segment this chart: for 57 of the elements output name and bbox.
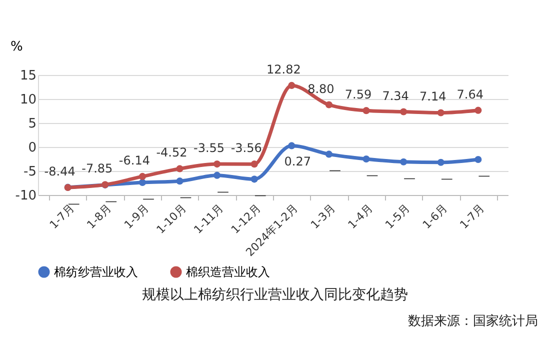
point — [250, 160, 258, 168]
y-tick-label: 0 — [28, 140, 36, 156]
point — [437, 158, 444, 166]
y-tick-label: -10 — [15, 188, 36, 204]
data-label: -6.14 — [118, 153, 150, 168]
data-label: -8.44 — [44, 164, 76, 179]
point — [474, 156, 482, 164]
data-label: — — [440, 171, 453, 186]
y-tick-label: 15 — [20, 68, 36, 84]
point — [288, 142, 296, 150]
point — [437, 109, 444, 116]
point — [474, 106, 482, 114]
x-tick-label: 1-6月 — [420, 202, 450, 232]
data-label: — — [404, 170, 416, 185]
point — [250, 176, 258, 183]
point — [138, 178, 146, 186]
data-label: 7.59 — [344, 88, 372, 102]
data-label: -3.56 — [230, 141, 262, 156]
data-label: 7.14 — [420, 90, 446, 104]
point — [400, 158, 408, 166]
data-label: -7.85 — [82, 162, 113, 176]
data-label: 7.64 — [456, 87, 484, 102]
data-label: 7.34 — [382, 88, 409, 103]
data-label: — — [328, 163, 341, 178]
x-tick-label: 1-5月 — [382, 202, 413, 232]
legend-label: 棉纺纱营业收入 — [54, 265, 138, 279]
legend-label: 棉织造营业收入 — [186, 265, 270, 279]
point — [214, 160, 221, 168]
data-label: — — [217, 184, 230, 198]
y-tick-label: -5 — [24, 164, 36, 180]
data-label: 12.82 — [266, 62, 301, 76]
y-tick-label: 5 — [28, 116, 36, 132]
point — [138, 172, 146, 180]
y-tick-label: 10 — [20, 92, 36, 108]
point — [176, 178, 184, 185]
point — [325, 150, 332, 158]
point — [214, 172, 221, 179]
data-label: 0.27 — [284, 154, 312, 169]
point — [362, 107, 370, 114]
x-tick-label: 1-3月 — [308, 202, 338, 232]
data-label: — — [478, 168, 490, 182]
source-note: 数据来源：国家统计局 — [407, 313, 538, 330]
point — [362, 155, 370, 163]
text: 规模以上棉纺织行业营业收入同比变化趋势 — [141, 286, 409, 304]
data-label: — — [366, 168, 378, 182]
point — [176, 165, 184, 172]
point — [288, 82, 296, 89]
x-tick-label: 1-7月 — [457, 202, 488, 232]
data-label: — — [180, 190, 192, 204]
data-label: -4.52 — [156, 146, 188, 160]
point — [325, 101, 332, 108]
data-label: -3.55 — [194, 141, 225, 156]
x-tick-label: 1-4月 — [346, 202, 376, 232]
y-axis-title: % — [10, 40, 23, 54]
point — [400, 108, 408, 116]
data-label: 8.80 — [308, 82, 334, 96]
data-label: — — [254, 188, 266, 202]
